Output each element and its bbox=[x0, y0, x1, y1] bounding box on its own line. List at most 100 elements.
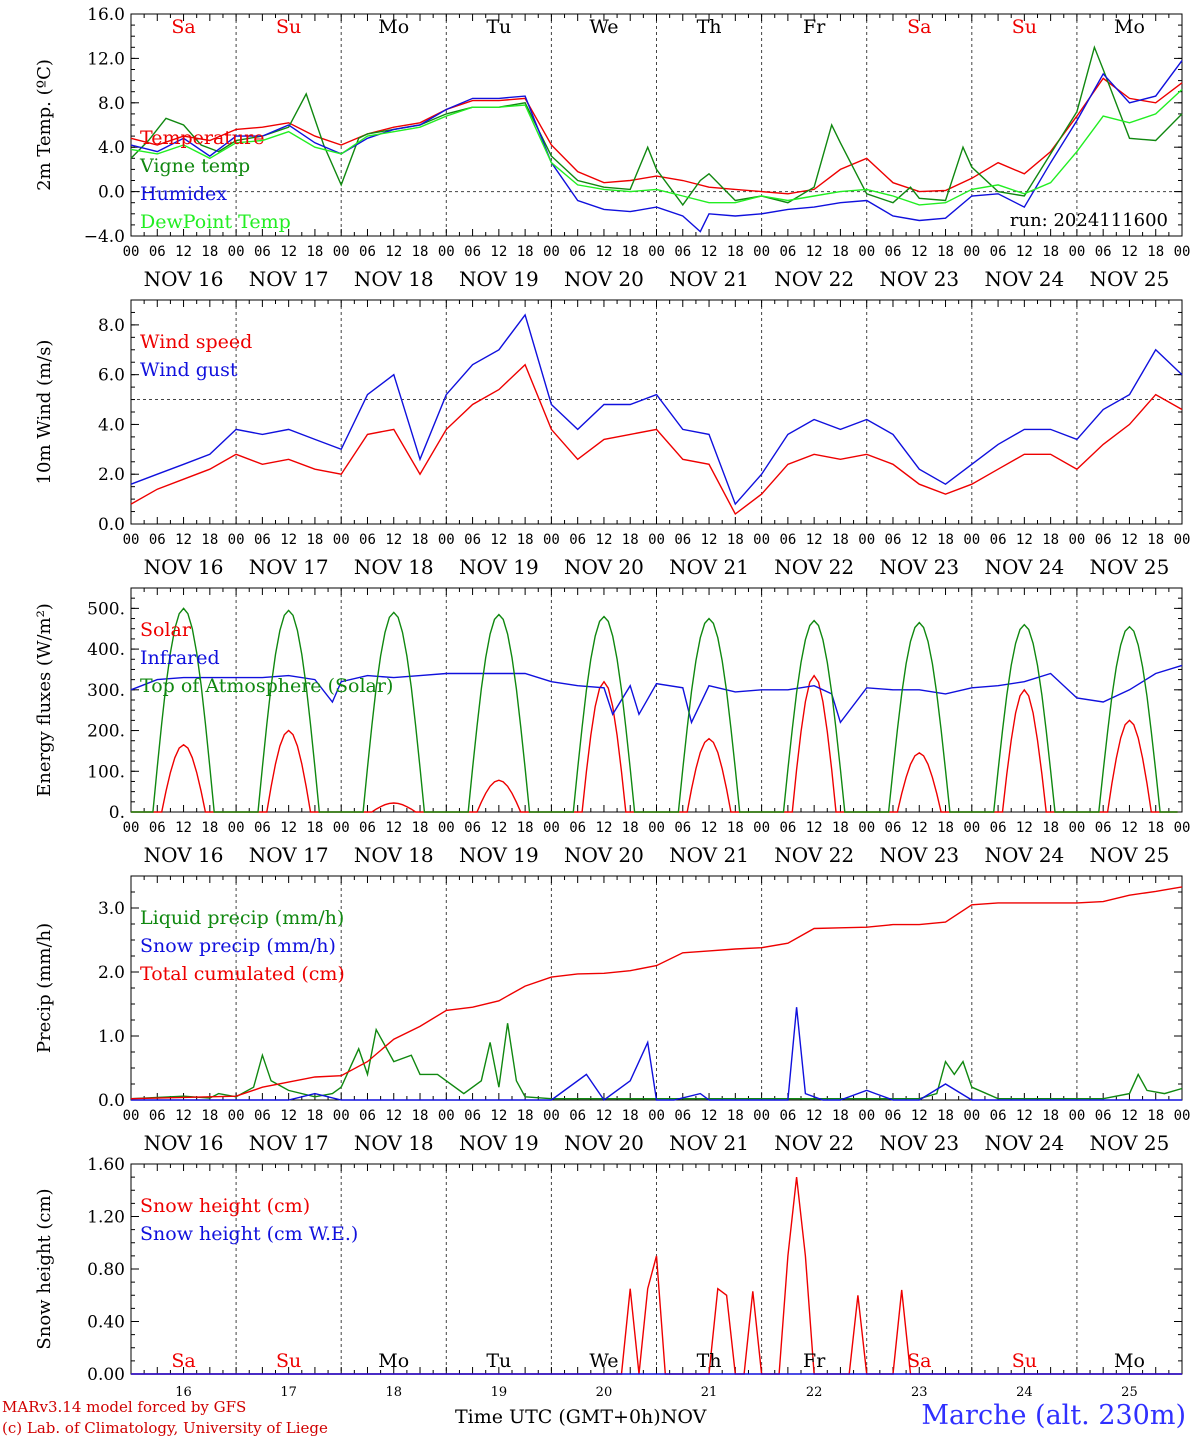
legend-entry: Liquid precip (mm/h) bbox=[140, 907, 344, 929]
day-number-label: 16 bbox=[175, 1385, 192, 1400]
hour-tick-label: 06 bbox=[359, 820, 376, 836]
hour-tick-label: 06 bbox=[149, 1108, 166, 1124]
day-number-label: 19 bbox=[491, 1385, 508, 1400]
hour-tick-label: 00 bbox=[1068, 244, 1085, 260]
hour-tick-label: 06 bbox=[1095, 244, 1112, 260]
date-label: NOV 25 bbox=[1090, 555, 1170, 579]
weekday-label: Su bbox=[1012, 16, 1037, 38]
hour-tick-label: 18 bbox=[727, 532, 744, 548]
series-line-snow-precip-mm-h- bbox=[131, 1007, 1182, 1101]
hour-tick-label: 18 bbox=[1147, 532, 1164, 548]
hour-tick-label: 12 bbox=[385, 532, 402, 548]
hour-tick-label: 18 bbox=[201, 244, 218, 260]
hour-tick-label: 18 bbox=[201, 1108, 218, 1124]
legend-entry: Snow height (cm W.E.) bbox=[140, 1223, 358, 1245]
hour-tick-label: 00 bbox=[648, 1108, 665, 1124]
hour-tick-label: 12 bbox=[175, 532, 192, 548]
weekday-label: Fr bbox=[803, 1350, 826, 1372]
hour-tick-label: 00 bbox=[123, 244, 140, 260]
date-label: NOV 25 bbox=[1090, 267, 1170, 291]
hour-tick-label: 18 bbox=[517, 532, 534, 548]
hour-tick-label: 18 bbox=[306, 244, 323, 260]
hour-tick-label: 06 bbox=[149, 244, 166, 260]
date-label: NOV 24 bbox=[984, 267, 1064, 291]
hour-tick-label: 06 bbox=[149, 820, 166, 836]
series-line-liquid-precip-mm-h- bbox=[130, 1023, 1183, 1100]
series-line-dewpoint-temp bbox=[130, 88, 1183, 206]
hour-tick-label: 12 bbox=[280, 1108, 297, 1124]
hour-tick-label: 18 bbox=[1042, 532, 1059, 548]
hour-tick-label: 12 bbox=[1121, 244, 1138, 260]
hour-tick-label: 12 bbox=[175, 820, 192, 836]
y-tick-label: 300. bbox=[87, 681, 125, 701]
hour-tick-label: 06 bbox=[674, 532, 691, 548]
series-line-total-cumulated-cm- bbox=[130, 886, 1183, 1100]
hour-tick-label: 18 bbox=[937, 820, 954, 836]
hour-tick-label: 18 bbox=[727, 244, 744, 260]
hour-tick-label: 06 bbox=[569, 532, 586, 548]
hour-tick-label: 00 bbox=[963, 244, 980, 260]
run-label: run: 2024111600 bbox=[1010, 210, 1168, 231]
date-label: NOV 21 bbox=[669, 555, 749, 579]
hour-tick-label: 00 bbox=[228, 244, 245, 260]
hour-tick-label: 00 bbox=[228, 532, 245, 548]
date-label: NOV 23 bbox=[879, 843, 959, 867]
y-tick-label: 200. bbox=[87, 722, 125, 742]
legend-entry: Snow precip (mm/h) bbox=[140, 935, 336, 957]
hour-tick-label: 06 bbox=[254, 532, 271, 548]
day-number-label: 20 bbox=[596, 1385, 613, 1400]
hour-tick-label: 00 bbox=[228, 820, 245, 836]
weekday-label: Su bbox=[1012, 1350, 1037, 1372]
y-tick-label: 3.0 bbox=[98, 899, 125, 919]
hour-tick-label: 06 bbox=[359, 1108, 376, 1124]
hour-tick-label: 18 bbox=[412, 1108, 429, 1124]
date-label: NOV 17 bbox=[249, 843, 329, 867]
hour-tick-label: 06 bbox=[779, 820, 796, 836]
y-tick-label: 0.0 bbox=[98, 515, 125, 535]
date-label: NOV 17 bbox=[249, 267, 329, 291]
date-label: NOV 23 bbox=[879, 267, 959, 291]
panel-1: −4.0 0.0 4.0 8.0 12.0 16.0 2m Temp. (ºC) Temper… bbox=[34, 5, 1190, 291]
hour-tick-label: 12 bbox=[911, 532, 928, 548]
weekday-label: Tu bbox=[486, 16, 511, 38]
hour-tick-label: 00 bbox=[438, 820, 455, 836]
y-tick-label: 8.0 bbox=[98, 316, 125, 336]
hour-tick-label: 06 bbox=[674, 820, 691, 836]
y-tick-label: 0. bbox=[109, 803, 125, 823]
hour-tick-label: 00 bbox=[1068, 532, 1085, 548]
hour-tick-label: 18 bbox=[306, 1108, 323, 1124]
legend-entry: Total cumulated (cm) bbox=[140, 963, 345, 985]
date-label: NOV 21 bbox=[669, 843, 749, 867]
hour-tick-label: 12 bbox=[596, 820, 613, 836]
hour-tick-label: 12 bbox=[596, 532, 613, 548]
hour-tick-label: 18 bbox=[412, 532, 429, 548]
hour-tick-label: 12 bbox=[701, 532, 718, 548]
weekday-label: Mo bbox=[1114, 16, 1145, 38]
date-label: NOV 22 bbox=[774, 555, 854, 579]
hour-tick-label: 06 bbox=[1095, 532, 1112, 548]
hour-tick-label: 18 bbox=[832, 244, 849, 260]
hour-tick-label: 06 bbox=[569, 1108, 586, 1124]
hour-tick-label: 00 bbox=[648, 532, 665, 548]
hour-tick-label: 00 bbox=[1068, 1108, 1085, 1124]
hour-tick-label: 18 bbox=[622, 532, 639, 548]
hour-tick-label: 00 bbox=[438, 244, 455, 260]
hour-tick-label: 06 bbox=[464, 244, 481, 260]
hour-tick-label: 18 bbox=[1147, 1108, 1164, 1124]
x-axis-title: Time UTC (GMT+0h)NOV bbox=[455, 1406, 706, 1428]
hour-tick-label: 00 bbox=[543, 1108, 560, 1124]
date-label: NOV 25 bbox=[1090, 843, 1170, 867]
x-axis-month: NOV bbox=[660, 1406, 707, 1428]
hour-tick-label: 00 bbox=[648, 244, 665, 260]
date-label: NOV 19 bbox=[459, 843, 539, 867]
hour-tick-label: 00 bbox=[648, 820, 665, 836]
date-label: NOV 21 bbox=[669, 267, 749, 291]
hour-tick-label: 00 bbox=[858, 1108, 875, 1124]
hour-tick-label: 06 bbox=[990, 532, 1007, 548]
y-tick-label: 1.60 bbox=[87, 1155, 125, 1175]
hour-tick-label: 12 bbox=[385, 244, 402, 260]
hour-tick-label: 00 bbox=[333, 244, 350, 260]
hour-tick-label: 00 bbox=[123, 1108, 140, 1124]
hour-tick-label: 00 bbox=[963, 1108, 980, 1124]
